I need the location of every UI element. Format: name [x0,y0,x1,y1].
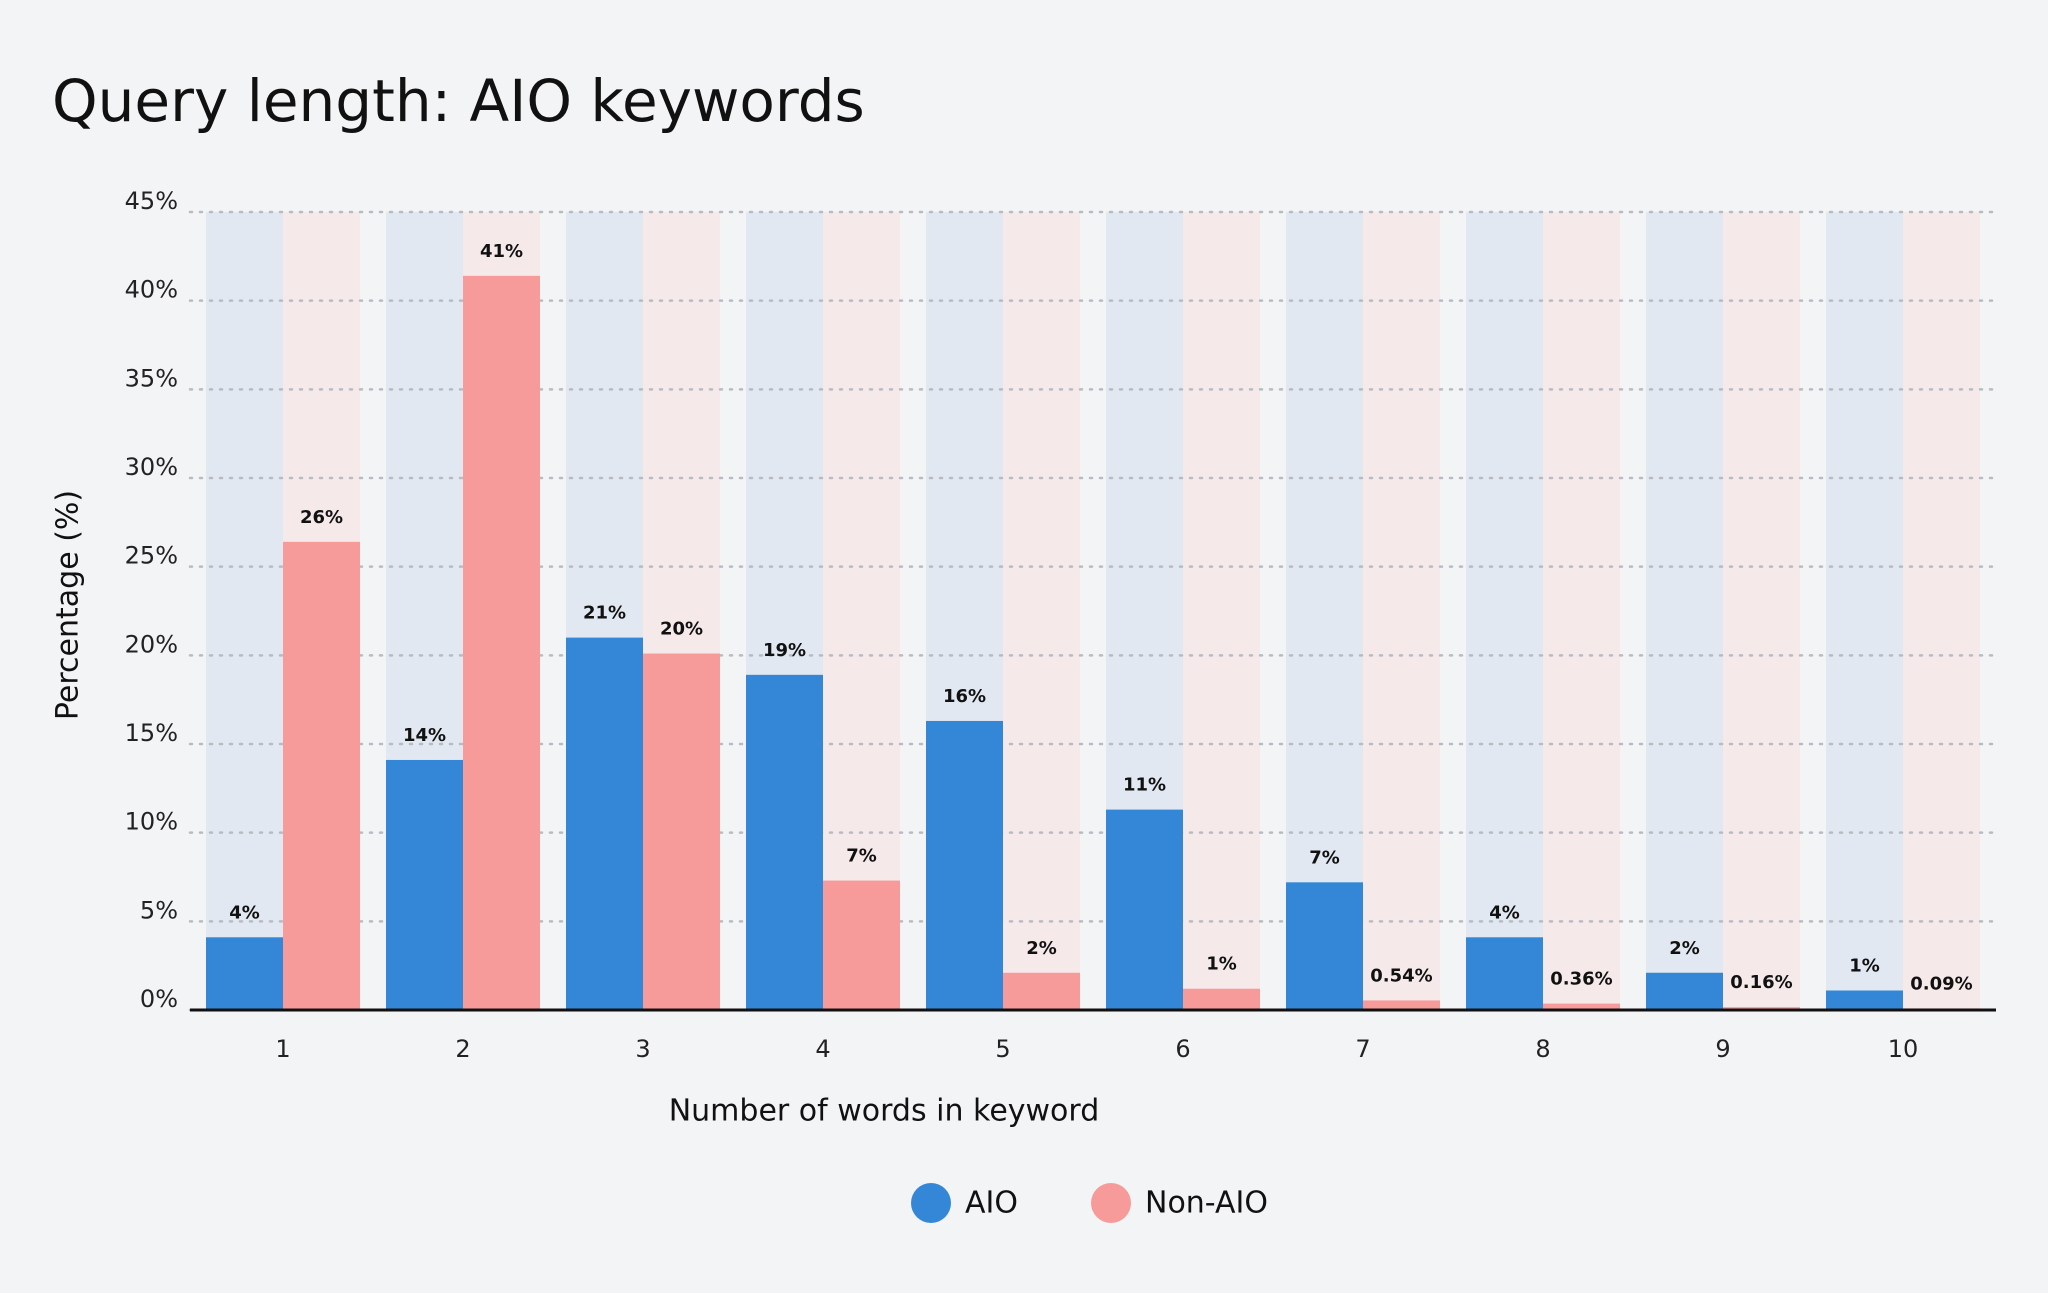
bar [1646,972,1723,1010]
value-label: 1% [1849,955,1880,976]
bar [386,759,463,1010]
chart-title: Query length: AIO keywords [52,67,865,135]
value-label: 14% [403,725,446,746]
value-label: 2% [1026,938,1057,959]
value-label: 2% [1669,938,1700,959]
column-band [1003,212,1080,1010]
y-tick-label: 5% [140,896,178,924]
bar [1826,990,1903,1010]
bar [206,937,283,1010]
value-label: 19% [763,640,806,661]
x-tick-label: 5 [995,1035,1010,1063]
y-tick-label: 10% [125,808,178,836]
bar [746,674,823,1010]
legend-marker [911,1183,951,1223]
y-tick-label: 15% [125,719,178,747]
bar [1106,809,1183,1010]
bar [283,541,360,1010]
y-tick-label: 0% [140,985,178,1013]
column-band [1543,212,1620,1010]
x-tick-label: 8 [1535,1035,1550,1063]
y-tick-label: 35% [125,364,178,392]
value-label: 20% [660,619,703,640]
bar [1183,988,1260,1010]
value-label: 7% [846,846,877,867]
value-label: 26% [300,507,343,528]
column-band [1286,212,1363,1010]
x-tick-label: 1 [275,1035,290,1063]
x-tick-label: 7 [1355,1035,1370,1063]
bar [566,637,643,1010]
column-band [1903,212,1980,1010]
legend-marker [1091,1183,1131,1223]
x-tick-label: 6 [1175,1035,1190,1063]
y-axis-label: Percentage (%) [51,490,86,720]
column-band [1363,212,1440,1010]
value-label: 0.16% [1730,972,1792,993]
x-tick-label: 4 [815,1035,830,1063]
bar [926,720,1003,1010]
column-band [823,212,900,1010]
bar [643,653,720,1010]
column-band [1646,212,1723,1010]
legend-label: AIO [965,1186,1018,1221]
value-label: 7% [1309,847,1340,868]
value-label: 11% [1123,775,1166,796]
value-label: 1% [1206,954,1237,975]
y-tick-label: 30% [125,453,178,481]
value-label: 0.54% [1370,965,1432,986]
x-tick-label: 9 [1715,1035,1730,1063]
x-tick-label: 2 [455,1035,470,1063]
bar [1466,937,1543,1010]
value-label: 4% [1489,902,1520,923]
bar [823,880,900,1010]
value-label: 0.36% [1550,969,1612,990]
column-band [1723,212,1800,1010]
x-axis-label: Number of words in keyword [669,1094,1100,1129]
bar [1363,1000,1440,1010]
column-band [1466,212,1543,1010]
value-label: 41% [480,241,523,262]
legend-label: Non-AIO [1145,1186,1268,1221]
value-label: 0.09% [1910,973,1972,994]
bar [463,275,540,1011]
value-label: 16% [943,686,986,707]
x-tick-label: 10 [1888,1035,1919,1063]
y-tick-label: 40% [125,276,178,304]
bar [1543,1003,1620,1010]
y-tick-label: 25% [125,542,178,570]
value-label: 21% [583,603,626,624]
bar [1003,972,1080,1010]
bar [1286,882,1363,1010]
column-band [206,212,283,1010]
column-band [1826,212,1903,1010]
column-band [1183,212,1260,1010]
y-tick-label: 45% [125,187,178,215]
value-label: 4% [229,902,260,923]
y-tick-label: 20% [125,630,178,658]
x-tick-label: 3 [635,1035,650,1063]
